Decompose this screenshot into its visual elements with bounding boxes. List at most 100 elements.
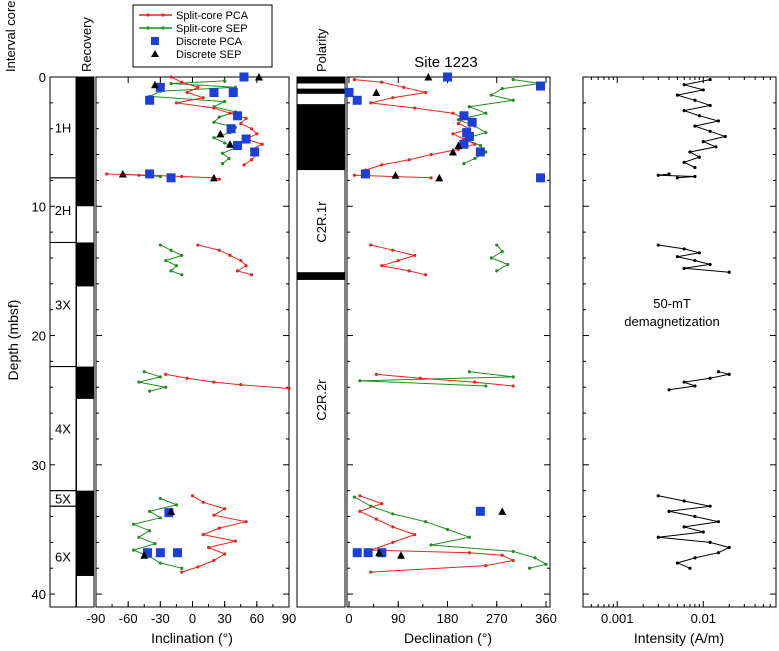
inc-split-pca-line-3 — [165, 373, 290, 389]
inc-split-pca-point — [244, 264, 248, 268]
int-intensity-point — [693, 514, 697, 519]
polarity-zone-c2r2r: C2R.2r — [314, 379, 329, 421]
dec-discrete-pca-marker — [464, 131, 474, 141]
dec-split-pca-point — [369, 570, 373, 574]
inc-split-sep-point — [153, 542, 157, 546]
inc-split-sep-point — [217, 115, 221, 119]
int-intensity-point — [682, 525, 686, 529]
depth-tick-label-20: 20 — [32, 329, 46, 344]
core-label-5X: 5X — [55, 491, 71, 506]
dec-split-pca-point — [374, 372, 378, 376]
dec-split-sep-point — [467, 535, 471, 539]
legend-item-split-pca: Split-core PCA — [139, 10, 249, 22]
legend-item-discrete-pca: Discrete PCA — [151, 36, 243, 48]
inc-split-pca-point — [196, 565, 200, 569]
int-intensity-point — [675, 93, 679, 97]
inc-split-sep-line-4 — [131, 497, 182, 569]
dec-split-pca-point — [511, 558, 515, 563]
inc-split-sep-point — [223, 99, 227, 104]
inc-xtick-label-90: 90 — [282, 611, 296, 626]
inc-split-sep-point — [158, 516, 162, 520]
recovery-block-3 — [77, 490, 94, 576]
dec-split-sep-point — [511, 98, 515, 102]
dec-split-sep-line-3 — [354, 496, 548, 569]
inc-split-sep-point — [158, 243, 162, 247]
dec-split-sep-point — [500, 249, 504, 254]
dec-discrete-pca-marker — [536, 173, 546, 183]
polarity-header-label: Polarity — [314, 28, 329, 72]
int-intensity-point — [716, 370, 721, 374]
inc-discrete-sep-marker — [216, 129, 225, 138]
inc-split-sep-point — [131, 548, 136, 552]
legend-label-discrete-sep: Discrete SEP — [176, 49, 241, 61]
int-xtick-label-0.01: 0.01 — [691, 611, 716, 626]
dec-xtick-label-180: 180 — [437, 611, 459, 626]
inc-discrete-pca-marker — [166, 173, 176, 183]
int-intensity-point — [727, 545, 731, 550]
dec-split-pca-point — [380, 163, 384, 167]
interval-column: 1H 2H 3X 4X 5X 6X — [49, 76, 95, 608]
inc-split-pca-point — [201, 96, 205, 100]
int-intensity-point — [675, 561, 679, 565]
inc-split-pca-point — [212, 380, 216, 384]
inc-split-pca-point — [217, 248, 221, 252]
inc-split-pca-point — [249, 127, 254, 131]
inc-discrete-pca-marker — [233, 141, 243, 151]
inc-discrete-pca-marker — [155, 548, 165, 558]
int-intensity-point — [656, 535, 660, 539]
dec-split-pca-point — [358, 509, 362, 513]
dec-split-pca-point — [352, 173, 357, 177]
dec-split-sep-point — [495, 243, 499, 247]
dec-split-sep-point — [533, 556, 537, 560]
inc-discrete-pca-marker — [233, 111, 243, 121]
inc-split-pca-point — [212, 558, 216, 563]
polarity-header: Polarity — [314, 28, 329, 72]
dec-xtick-label-270: 270 — [486, 611, 508, 626]
dec-split-pca-point — [407, 269, 411, 273]
polarity-zone-c2r1r: C2R.1r — [314, 201, 329, 243]
dec-split-sep-point — [506, 262, 510, 267]
dec-split-pca-point — [374, 517, 378, 521]
inc-discrete-pca-marker — [241, 134, 251, 144]
dec-split-pca-point — [391, 540, 395, 544]
dec-split-sep-line-1 — [490, 244, 509, 272]
int-intensity-point — [708, 77, 712, 82]
int-intensity-point — [708, 129, 712, 133]
interval-header-label: Interval cored — [3, 0, 18, 72]
depth-tick-label-10: 10 — [32, 199, 46, 214]
chart-title: Site 1223 — [414, 54, 477, 71]
inc-discrete-sep-marker — [150, 80, 159, 89]
inc-split-pca-point — [206, 545, 211, 550]
dec-discrete-sep-marker — [396, 551, 405, 559]
inc-split-sep-point — [148, 529, 152, 533]
inc-split-sep-point — [220, 151, 225, 155]
inc-split-sep-point — [164, 385, 168, 389]
int-intensity-point — [708, 504, 712, 508]
dec-split-pca-point — [511, 384, 515, 388]
inc-xtick-label-60: 60 — [250, 611, 264, 626]
inc-xtick-label--90: -90 — [87, 611, 106, 626]
legend-item-discrete-sep: Discrete SEP — [151, 49, 241, 61]
depth-tick-label-40: 40 — [32, 587, 46, 602]
inc-split-sep-point — [180, 253, 184, 257]
inc-split-pca-point — [244, 116, 248, 120]
inc-split-pca-point — [239, 258, 243, 263]
inc-split-sep-point — [158, 496, 162, 501]
int-intensity-point — [701, 140, 705, 144]
inc-split-pca-point — [223, 507, 227, 511]
dec-split-sep-point — [484, 150, 488, 154]
int-intensity-point — [675, 176, 679, 180]
inc-split-pca-point — [239, 383, 243, 387]
inc-split-sep-point — [158, 375, 162, 379]
dec-split-sep-point — [527, 566, 532, 570]
int-intensity-point — [697, 114, 701, 118]
dec-split-pca-line-4 — [358, 495, 515, 573]
recovery-header-label: Recovery — [79, 17, 94, 72]
core-label-3X: 3X — [55, 298, 71, 313]
declination-panel: 0 90 180 270 360 Declination (°) — [344, 72, 557, 646]
int-intensity-point — [693, 556, 697, 560]
dec-split-pca-point — [451, 111, 455, 115]
dec-discrete-sep-marker — [424, 73, 433, 81]
inc-split-sep-point — [137, 535, 141, 539]
inc-split-pca-point — [223, 552, 227, 556]
